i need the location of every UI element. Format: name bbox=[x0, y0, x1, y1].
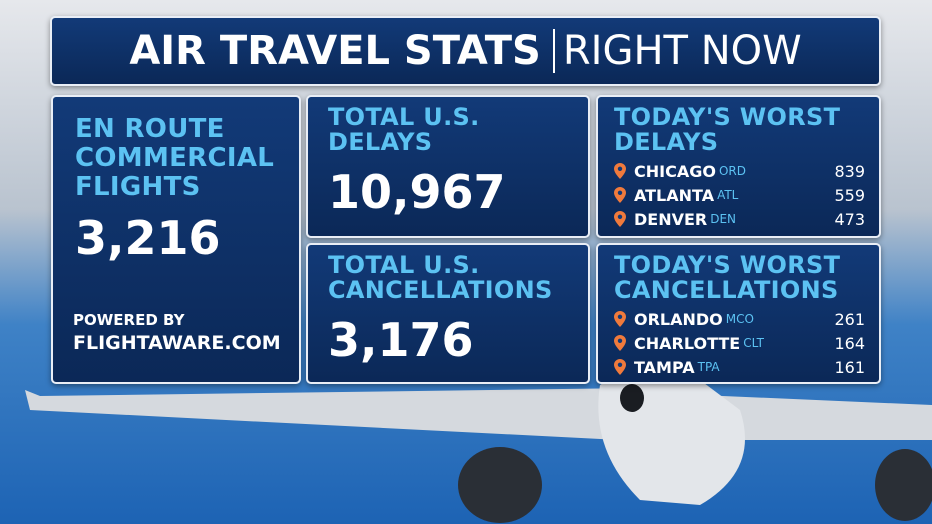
count: 161 bbox=[834, 357, 865, 377]
nose bbox=[620, 384, 644, 412]
city-row: DENVER DEN 473 bbox=[614, 207, 865, 231]
pin-icon bbox=[614, 163, 626, 179]
city-row: CHARLOTTE CLT 164 bbox=[614, 331, 865, 355]
count: 164 bbox=[834, 333, 865, 353]
value: 3,176 bbox=[328, 313, 474, 367]
airport-code: ATL bbox=[717, 188, 739, 202]
count: 559 bbox=[834, 185, 865, 205]
label: EN ROUTE COMMERCIAL FLIGHTS bbox=[75, 114, 275, 202]
city: DENVER bbox=[634, 209, 708, 229]
en-route-panel: EN ROUTE COMMERCIAL FLIGHTS 3,216 POWERE… bbox=[51, 95, 301, 384]
city-row: TAMPA TPA 161 bbox=[614, 355, 865, 379]
airport-code: ORD bbox=[718, 164, 746, 178]
airport-code: DEN bbox=[710, 212, 737, 226]
pin-icon bbox=[614, 311, 626, 327]
label: TOTAL U.S. CANCELLATIONS bbox=[328, 251, 553, 304]
pin-icon bbox=[614, 335, 626, 351]
city: ORLANDO bbox=[634, 309, 723, 329]
header: AIR TRAVEL STATS RIGHT NOW bbox=[50, 16, 881, 86]
count: 473 bbox=[834, 209, 865, 229]
pin-icon bbox=[614, 187, 626, 203]
count: 261 bbox=[834, 309, 865, 329]
city: CHARLOTTE bbox=[634, 333, 741, 353]
worst-delays-panel: TODAY'S WORST DELAYS CHICAGO ORD 839 ATLANT… bbox=[596, 95, 881, 238]
engine bbox=[875, 449, 932, 521]
fuselage bbox=[598, 371, 745, 505]
powered-by: POWERED BY bbox=[73, 311, 185, 329]
label: TOTAL U.S. DELAYS bbox=[328, 103, 480, 156]
value: 10,967 bbox=[328, 165, 506, 219]
worst-cancellations-panel: TODAY'S WORST CANCELLATIONS ORLANDO MCO 26… bbox=[596, 243, 881, 384]
divider bbox=[552, 29, 555, 73]
city: CHICAGO bbox=[634, 161, 716, 181]
panel-title: TODAY'S WORST CANCELLATIONS bbox=[614, 251, 841, 304]
engine bbox=[458, 447, 542, 523]
title: AIR TRAVEL STATS bbox=[129, 28, 541, 74]
cancellations-panel: TOTAL U.S. CANCELLATIONS 3,176 bbox=[306, 243, 590, 384]
city-row: CHICAGO ORD 839 bbox=[614, 159, 865, 183]
airport-code: CLT bbox=[743, 336, 764, 350]
subtitle: RIGHT NOW bbox=[562, 28, 802, 74]
panel-title: TODAY'S WORST DELAYS bbox=[614, 103, 841, 156]
airport-code: MCO bbox=[725, 312, 754, 326]
airport-code: TPA bbox=[697, 360, 720, 374]
delays-panel: TOTAL U.S. DELAYS 10,967 bbox=[306, 95, 590, 238]
city: TAMPA bbox=[634, 357, 695, 377]
city-row: ORLANDO MCO 261 bbox=[614, 307, 865, 331]
source: FLIGHTAWARE.COM bbox=[73, 332, 281, 354]
value: 3,216 bbox=[75, 211, 221, 265]
wing bbox=[25, 388, 932, 440]
count: 839 bbox=[834, 161, 865, 181]
city-row: ATLANTA ATL 559 bbox=[614, 183, 865, 207]
city: ATLANTA bbox=[634, 185, 715, 205]
pin-icon bbox=[614, 359, 626, 375]
pin-icon bbox=[614, 211, 626, 227]
